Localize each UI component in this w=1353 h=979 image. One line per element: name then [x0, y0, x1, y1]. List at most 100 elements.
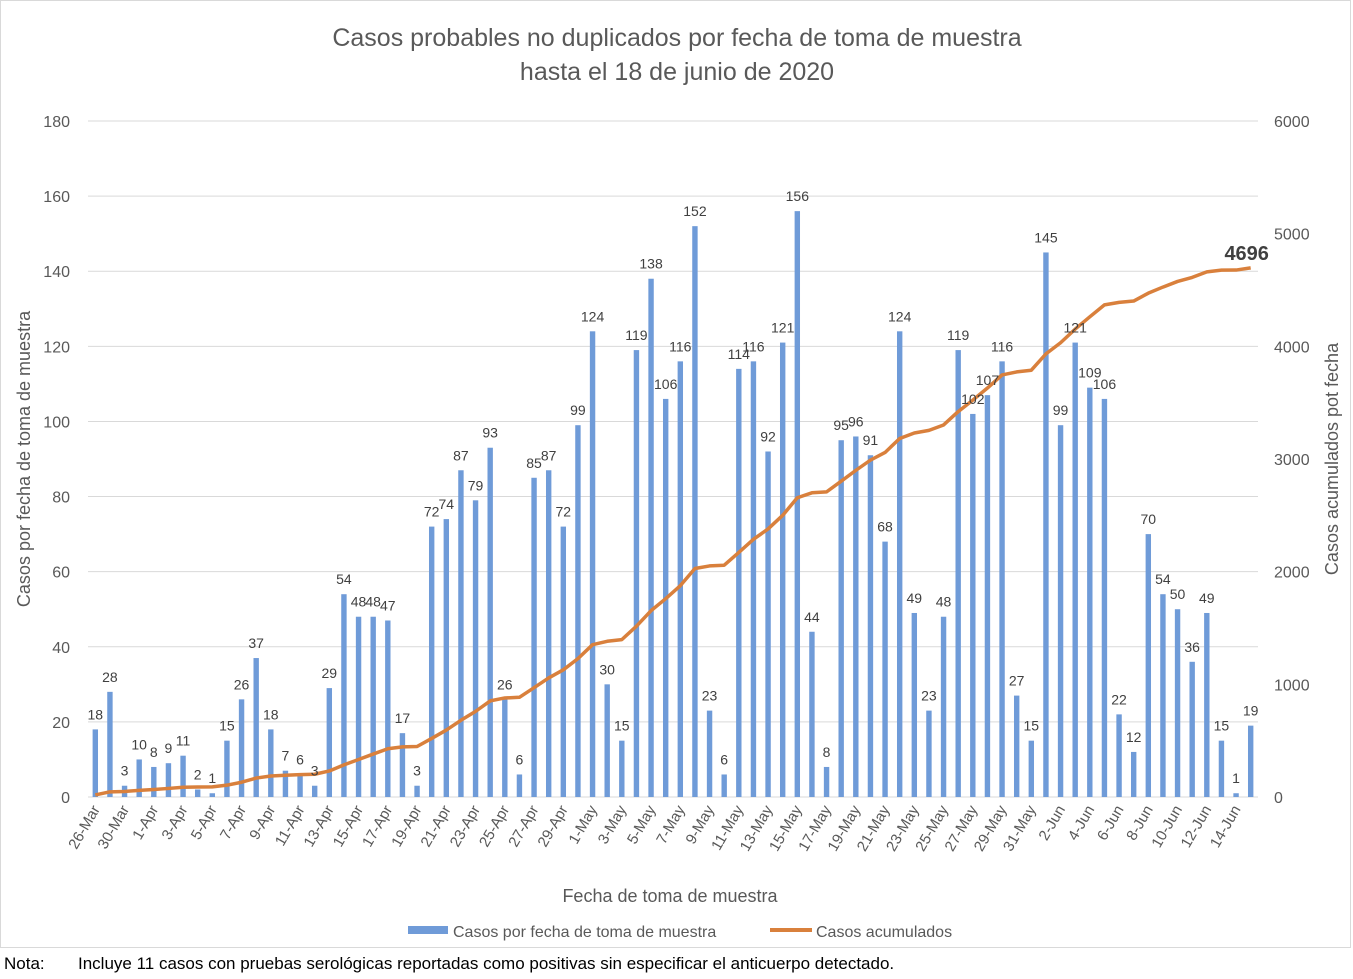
bar: [721, 774, 727, 797]
bar: [955, 350, 961, 797]
bar-data-label: 99: [1053, 402, 1069, 418]
bar-data-label: 8: [823, 744, 831, 760]
y-right-tick-label: 6000: [1274, 114, 1310, 131]
bar: [765, 451, 771, 797]
bar: [750, 361, 757, 797]
bar: [165, 763, 172, 797]
bar-data-label: 48: [936, 594, 952, 610]
bar-data-label: 26: [234, 676, 250, 692]
y-right-tick-label: 2000: [1274, 565, 1310, 582]
bar: [1247, 725, 1254, 797]
bar: [311, 785, 318, 797]
y-right-tick-label: 3000: [1274, 452, 1310, 469]
bar: [370, 616, 376, 797]
bar: [545, 470, 552, 797]
bar-data-label: 121: [1064, 320, 1088, 336]
bar: [531, 477, 537, 797]
bar: [1145, 534, 1152, 797]
bar: [472, 500, 479, 797]
chart-title-line1: Casos probables no duplicados por fecha …: [332, 24, 1021, 52]
chart-title-line2: hasta el 18 de junio de 2020: [520, 58, 834, 86]
bar: [677, 361, 684, 797]
bar: [1013, 695, 1020, 797]
y-axis-right-title: Casos acumulados pot fecha: [1322, 342, 1342, 575]
bar-data-label: 6: [296, 751, 304, 767]
bar-data-label: 2: [194, 766, 202, 782]
bar: [224, 740, 230, 797]
bar: [926, 710, 932, 797]
bar-data-label: 116: [742, 338, 765, 354]
bar: [443, 519, 450, 797]
y-axis-left-title: Casos por fecha de toma de muestra: [14, 310, 34, 607]
bar-data-label: 70: [1141, 511, 1157, 527]
legend-bar-swatch: [408, 926, 448, 934]
bar-data-label: 96: [848, 413, 864, 429]
bar: [648, 278, 654, 797]
bar: [1174, 609, 1181, 797]
bar: [1130, 751, 1137, 797]
bar-data-label: 106: [1093, 376, 1117, 392]
bar: [970, 413, 976, 797]
bar-data-label: 72: [556, 504, 572, 520]
bar-data-label: 99: [570, 402, 586, 418]
bar: [107, 691, 113, 797]
bar: [268, 729, 274, 797]
bar-data-label: 54: [336, 571, 352, 587]
bar-data-label: 12: [1126, 729, 1142, 745]
bar: [341, 594, 347, 797]
bar-data-label: 107: [976, 372, 1000, 388]
x-axis-title: Fecha de toma de muestra: [562, 886, 778, 906]
bar: [633, 350, 640, 797]
y-right-tick-label: 4000: [1274, 339, 1310, 356]
bar-data-label: 36: [1184, 639, 1200, 655]
bar-data-label: 119: [625, 327, 648, 343]
y-right-tick-label: 0: [1274, 790, 1283, 807]
bar-data-label: 18: [88, 706, 104, 722]
bar: [575, 425, 581, 797]
bar-data-label: 106: [654, 376, 678, 392]
bar: [180, 755, 186, 797]
bar-data-label: 3: [121, 763, 129, 779]
bar: [560, 526, 567, 797]
footnote-text: Incluye 11 casos con pruebas serológicas…: [78, 954, 895, 973]
bar: [1028, 740, 1035, 797]
y-left-tick-label: 40: [52, 640, 70, 657]
bar: [809, 631, 815, 797]
bar-data-label: 124: [888, 308, 912, 324]
bar-data-label: 87: [541, 447, 557, 463]
bar-data-label: 156: [786, 188, 810, 204]
bar-data-label: 1: [208, 770, 216, 786]
bar: [779, 342, 786, 797]
bar: [1218, 740, 1225, 797]
bar: [458, 470, 464, 797]
bar-data-label: 15: [1024, 718, 1040, 734]
bar-data-label: 28: [102, 669, 118, 685]
bar: [282, 770, 289, 797]
bar-data-label: 9: [165, 740, 173, 756]
cumulative-line: [94, 266, 1251, 797]
bar: [589, 331, 596, 797]
bar-data-label: 121: [771, 320, 795, 336]
y-left-tick-label: 140: [43, 264, 70, 281]
bar-data-label: 22: [1111, 691, 1127, 707]
bar: [194, 789, 201, 797]
bar-data-label: 26: [497, 676, 513, 692]
y-right-tick-label: 1000: [1274, 677, 1310, 694]
bar: [516, 774, 523, 797]
bar-data-label: 19: [1243, 703, 1259, 719]
bar: [136, 759, 142, 797]
bar-data-label: 23: [702, 688, 718, 704]
bar: [385, 620, 391, 797]
bar: [1189, 661, 1195, 797]
bar-data-label: 91: [863, 432, 879, 448]
bar: [794, 211, 801, 798]
bar: [92, 729, 99, 797]
bar-data-label: 48: [351, 594, 367, 610]
bar-data-label: 92: [760, 428, 776, 444]
bar: [896, 331, 903, 797]
bar: [238, 699, 245, 797]
bar: [253, 658, 259, 797]
bar-data-label: 87: [453, 447, 469, 463]
y-left-tick-label: 0: [61, 790, 70, 807]
y-right-tick-label: 5000: [1274, 227, 1310, 244]
